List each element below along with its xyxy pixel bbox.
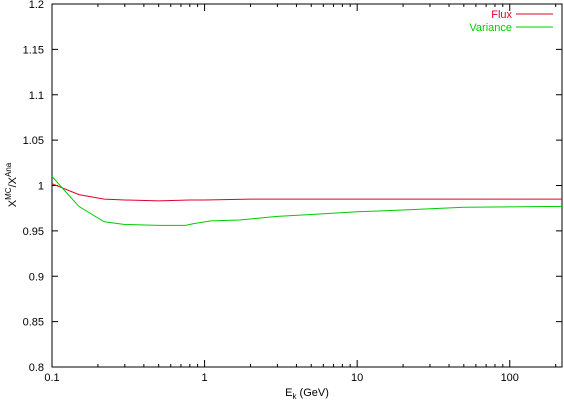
- legend-label-flux: Flux: [491, 9, 512, 21]
- y-tick-label: 0.95: [23, 226, 44, 238]
- series-line-flux: [51, 183, 562, 202]
- ticks: 0.8 0.85 0.9 0.95 1 1.05 1.1 1.15 1.2 0.1 1 10 100: [23, 0, 562, 384]
- x-tick-label: 1: [202, 372, 208, 384]
- y-tick-label: 1.05: [23, 135, 44, 147]
- x-tick-label: 100: [501, 372, 519, 384]
- y-tick-label: 0.9: [29, 271, 44, 283]
- y-axis-label: XMC/XAna: [4, 162, 19, 207]
- x-tick-label: 0.1: [44, 372, 59, 384]
- y-tick-label: 1.1: [29, 90, 44, 102]
- legend-label-variance: Variance: [469, 22, 512, 34]
- series-layer: [51, 176, 563, 226]
- x-tick-label: 10: [351, 372, 363, 384]
- plot-frame: [51, 3, 563, 368]
- series-line-variance: [51, 176, 563, 226]
- y-tick-label: 1: [38, 181, 44, 193]
- legend: Flux Variance: [469, 9, 553, 34]
- x-axis-label: Ek (GeV): [285, 387, 329, 401]
- y-tick-label: 1.15: [23, 44, 44, 56]
- y-tick-label: 1.2: [29, 0, 44, 11]
- y-tick-label: 0.8: [29, 362, 44, 374]
- y-tick-label: 0.85: [23, 317, 44, 329]
